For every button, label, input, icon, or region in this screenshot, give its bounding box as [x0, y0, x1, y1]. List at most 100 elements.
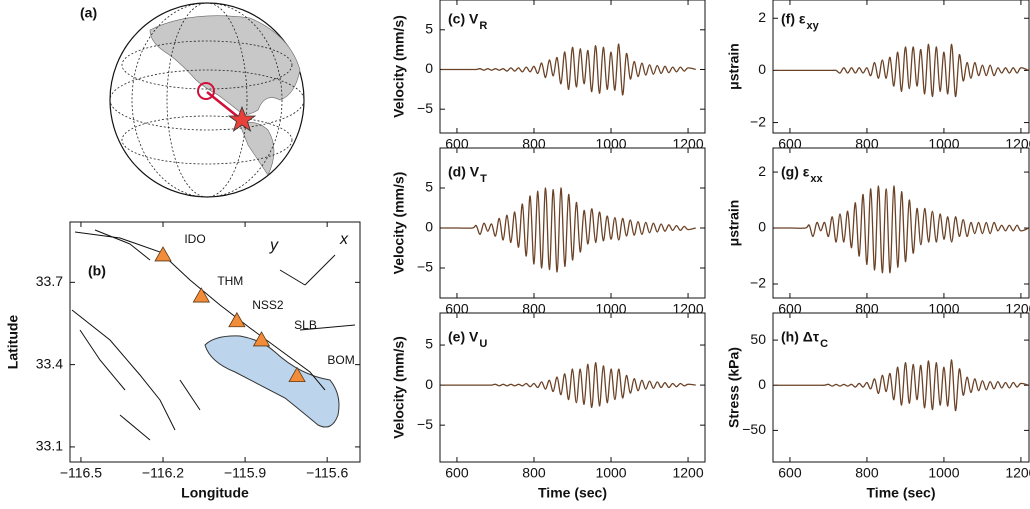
- panel-label: (b): [88, 263, 106, 279]
- station-marker: [197, 82, 215, 100]
- waveform: [441, 43, 696, 96]
- station: [154, 246, 172, 262]
- x-axis-label: Time (sec): [867, 485, 936, 501]
- y-tick-label: −5: [417, 100, 433, 116]
- y-tick-label: −2: [750, 275, 766, 291]
- station-label: THM: [217, 274, 243, 288]
- y-tick-label: 0: [758, 219, 766, 235]
- station-label: SLB: [294, 318, 317, 332]
- lake: [204, 335, 340, 428]
- axis-arrow: [279, 269, 306, 286]
- epicenter-star: [227, 105, 257, 133]
- y-tick-label: 5: [425, 336, 433, 352]
- y-tick-label: −5: [417, 259, 433, 275]
- station: [252, 331, 271, 347]
- panel-title: (d) V: [448, 164, 480, 180]
- panel-title: (c) V: [448, 11, 479, 27]
- axis-annotation: y: [269, 237, 279, 254]
- y-tick-label: −2: [750, 113, 766, 129]
- station-label: NSS2: [252, 298, 284, 312]
- y-tick-label: 50: [750, 331, 766, 347]
- y-axis-label: μstrain: [726, 200, 742, 247]
- y-tick-label: 0: [758, 61, 766, 77]
- y-axis-label: Stress (kPa): [726, 347, 742, 428]
- y-tick-label: 0: [425, 219, 433, 235]
- station-label: IDO: [184, 232, 205, 246]
- y-tick-label: 0: [425, 376, 433, 392]
- y-axis-label: Velocity (mm/s): [391, 172, 407, 275]
- x-tick-label: −115.6: [306, 465, 348, 481]
- x-tick-label: −116.5: [60, 465, 102, 481]
- x-tick-label: 1200: [1005, 465, 1030, 481]
- station: [288, 366, 306, 383]
- y-axis-label: μstrain: [726, 43, 742, 90]
- y-tick-label: 0: [425, 60, 433, 76]
- y-tick-label: −50: [742, 421, 766, 437]
- panel-title-subscript: R: [479, 20, 487, 32]
- plot-frame: [69, 221, 361, 463]
- panel-title-subscript: C: [820, 338, 828, 350]
- y-tick-label: 33.7: [36, 273, 63, 289]
- fault: [79, 329, 126, 391]
- fault: [299, 324, 356, 331]
- x-tick-label: 800: [855, 465, 879, 481]
- waveform: [441, 187, 696, 273]
- fault: [119, 414, 151, 441]
- x-tick-label: 1000: [595, 465, 626, 481]
- panel-title: (f) ε: [781, 11, 806, 27]
- y-tick-label: 5: [425, 20, 433, 36]
- y-tick-label: 2: [758, 9, 766, 25]
- axis-annotation: x: [339, 231, 349, 248]
- fault: [94, 229, 151, 261]
- x-tick-label: −116.2: [142, 465, 184, 481]
- y-tick-label: 5: [425, 179, 433, 195]
- waveform: [774, 43, 1029, 98]
- graticule: [109, 69, 305, 131]
- x-tick-label: 600: [778, 465, 802, 481]
- waveform: [774, 185, 1029, 274]
- y-tick-label: 0: [758, 376, 766, 392]
- station: [192, 287, 211, 303]
- plot-frame: [439, 312, 706, 463]
- y-tick-label: −5: [417, 416, 433, 432]
- map-features: [71, 229, 356, 441]
- plot-frame: [439, 147, 706, 299]
- y-axis-label: Latitude: [5, 315, 21, 370]
- x-axis-label: Time (sec): [538, 485, 607, 501]
- plot-frame: [439, 0, 706, 134]
- x-axis-label: Longitude: [181, 485, 249, 501]
- y-axis-label: Velocity (mm/s): [391, 336, 407, 439]
- axis-arrow: [304, 254, 336, 286]
- fault: [179, 379, 201, 411]
- fault: [74, 231, 326, 391]
- panel-title: (h) Δτ: [781, 329, 820, 345]
- continent: [149, 15, 301, 115]
- x-tick-label: 800: [522, 465, 546, 481]
- x-tick-label: 1200: [1005, 301, 1030, 317]
- fault: [71, 309, 176, 431]
- waveform: [774, 359, 1029, 412]
- plot-frame: [772, 312, 1030, 463]
- station-label: BOM: [327, 353, 354, 367]
- y-axis-label: Velocity (mm/s): [391, 15, 407, 118]
- x-tick-label: 1000: [928, 465, 959, 481]
- graticule: [121, 40, 293, 90]
- panel-title: (g) ε: [781, 164, 810, 180]
- y-tick-label: 33.1: [36, 438, 63, 454]
- panel-title: (e) V: [448, 329, 479, 345]
- station: [228, 311, 246, 328]
- y-tick-label: 2: [758, 163, 766, 179]
- y-tick-label: 33.4: [36, 355, 63, 371]
- graticule: [166, 2, 248, 198]
- graticule: [121, 115, 293, 165]
- globe: (a): [80, 2, 305, 198]
- panel-title-subscript: U: [479, 338, 487, 350]
- x-tick-label: 1200: [1005, 136, 1030, 152]
- plot-frame: [772, 0, 1030, 134]
- x-tick-label: −115.9: [224, 465, 266, 481]
- waveform: [441, 362, 696, 409]
- graticule: [131, 2, 283, 198]
- continent: [239, 122, 275, 176]
- x-tick-label: 1200: [672, 465, 703, 481]
